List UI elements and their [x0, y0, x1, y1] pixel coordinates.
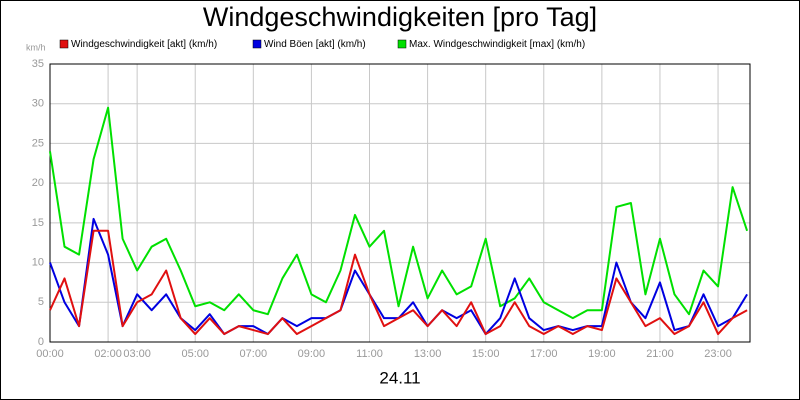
- series-line: [49, 229, 748, 336]
- legend-label: Max. Windgeschwindigkeit [max] (km/h): [409, 39, 585, 50]
- chart-title: Windgeschwindigkeiten [pro Tag]: [203, 2, 597, 32]
- y-tick-label: 30: [32, 98, 44, 110]
- x-tick-label: 02:00: [94, 348, 122, 360]
- y-tick-label: 20: [32, 177, 44, 189]
- x-tick-label: 09:00: [298, 348, 326, 360]
- y-tick-label: 0: [38, 336, 44, 348]
- legend-swatch: [397, 39, 407, 49]
- x-tick-label: 13:00: [414, 348, 442, 360]
- y-tick-label: 10: [32, 256, 44, 268]
- legend-swatch: [252, 39, 262, 49]
- legend-label: Wind Böen [akt] (km/h): [264, 39, 366, 50]
- x-tick-label: 11:00: [356, 348, 383, 360]
- legend-label: Windgeschwindigkeit [akt] (km/h): [71, 39, 217, 50]
- x-tick-label: 19:00: [588, 348, 616, 360]
- x-tick-label: 03:00: [123, 348, 151, 360]
- series-line: [49, 106, 749, 320]
- x-tick-label: 07:00: [240, 348, 268, 360]
- y-tick-label: 25: [32, 137, 44, 149]
- x-tick-label: 00:00: [36, 348, 64, 360]
- x-tick-label: 21:00: [646, 348, 674, 360]
- x-tick-label: 05:00: [181, 348, 209, 360]
- y-axis-label: km/h: [26, 42, 46, 52]
- legend-swatch: [59, 39, 69, 49]
- x-tick-label: 15:00: [472, 348, 500, 360]
- y-tick-label: 35: [32, 58, 44, 70]
- x-axis-label: 24.11: [379, 368, 420, 387]
- y-tick-label: 5: [38, 296, 44, 308]
- plot-border: [49, 63, 751, 343]
- x-tick-label: 23:00: [704, 348, 732, 360]
- y-tick-label: 15: [32, 217, 44, 229]
- x-tick-label: 17:00: [530, 348, 558, 360]
